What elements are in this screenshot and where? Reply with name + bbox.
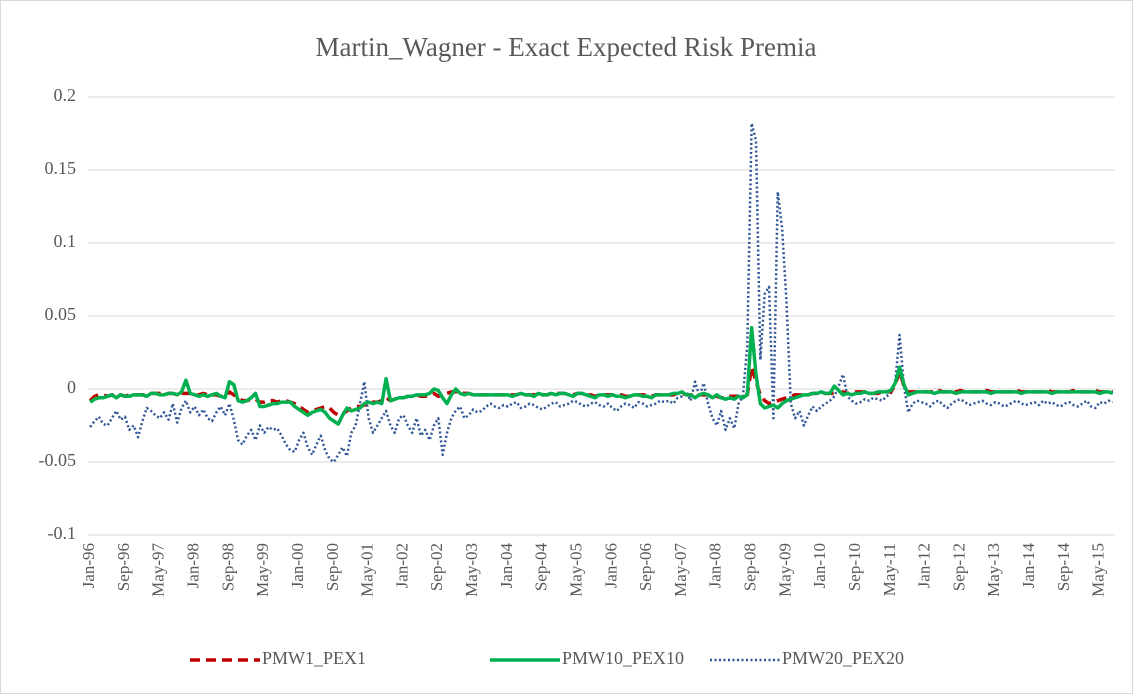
y-tick-label: -0.1 <box>48 523 77 543</box>
x-tick-label: May-11 <box>880 543 899 596</box>
x-tick-label: Sep-96 <box>114 543 133 591</box>
data-line <box>89 325 1114 426</box>
x-tick-label: Jan-06 <box>601 543 620 588</box>
x-tick-label: Sep-98 <box>218 543 237 591</box>
x-tick-label: Jan-96 <box>79 543 98 588</box>
x-tick-label: May-97 <box>149 543 168 597</box>
x-tick-label: May-15 <box>1089 543 1108 597</box>
x-tick-label: Sep-02 <box>427 543 446 591</box>
data-line <box>89 122 1114 464</box>
x-tick-label: Sep-14 <box>1054 543 1073 592</box>
legend-label: PMW10_PEX10 <box>562 648 684 668</box>
x-tick-label: May-13 <box>984 543 1003 597</box>
x-tick-label: Jan-08 <box>706 543 725 588</box>
x-tick-label: Sep-10 <box>845 543 864 591</box>
x-tick-label: Jan-14 <box>1019 543 1038 589</box>
x-tick-label: Sep-06 <box>636 543 655 591</box>
x-tick-label: May-01 <box>358 543 377 597</box>
x-tick-label: Jan-98 <box>184 543 203 588</box>
x-tick-label: Jan-10 <box>810 543 829 588</box>
legend-label: PMW20_PEX20 <box>782 648 904 668</box>
y-tick-label: -0.05 <box>39 450 77 470</box>
x-tick-label: May-03 <box>462 543 481 597</box>
x-tick-label: Sep-12 <box>949 543 968 591</box>
x-tick-label: Sep-08 <box>741 543 760 591</box>
y-tick-label: 0.15 <box>45 158 77 178</box>
y-tick-label: 0.1 <box>54 231 77 251</box>
x-tick-label: May-09 <box>775 543 794 597</box>
y-tick-label: 0.05 <box>45 304 77 324</box>
x-tick-label: Jan-00 <box>288 543 307 588</box>
x-tick-label: Jan-02 <box>392 543 411 588</box>
x-tick-label: May-07 <box>671 543 690 597</box>
y-tick-label: 0 <box>67 377 76 397</box>
x-tick-label: Sep-04 <box>532 543 551 592</box>
x-tick-label: Sep-00 <box>323 543 342 591</box>
x-tick-label: Jan-04 <box>497 543 516 589</box>
y-tick-label: 0.2 <box>54 85 77 105</box>
x-tick-label: May-99 <box>253 543 272 597</box>
x-tick-label: May-05 <box>566 543 585 597</box>
chart-title: Martin_Wagner - Exact Expected Risk Prem… <box>316 32 817 62</box>
x-tick-label: Jan-12 <box>915 543 934 588</box>
legend-label: PMW1_PEX1 <box>262 648 366 668</box>
